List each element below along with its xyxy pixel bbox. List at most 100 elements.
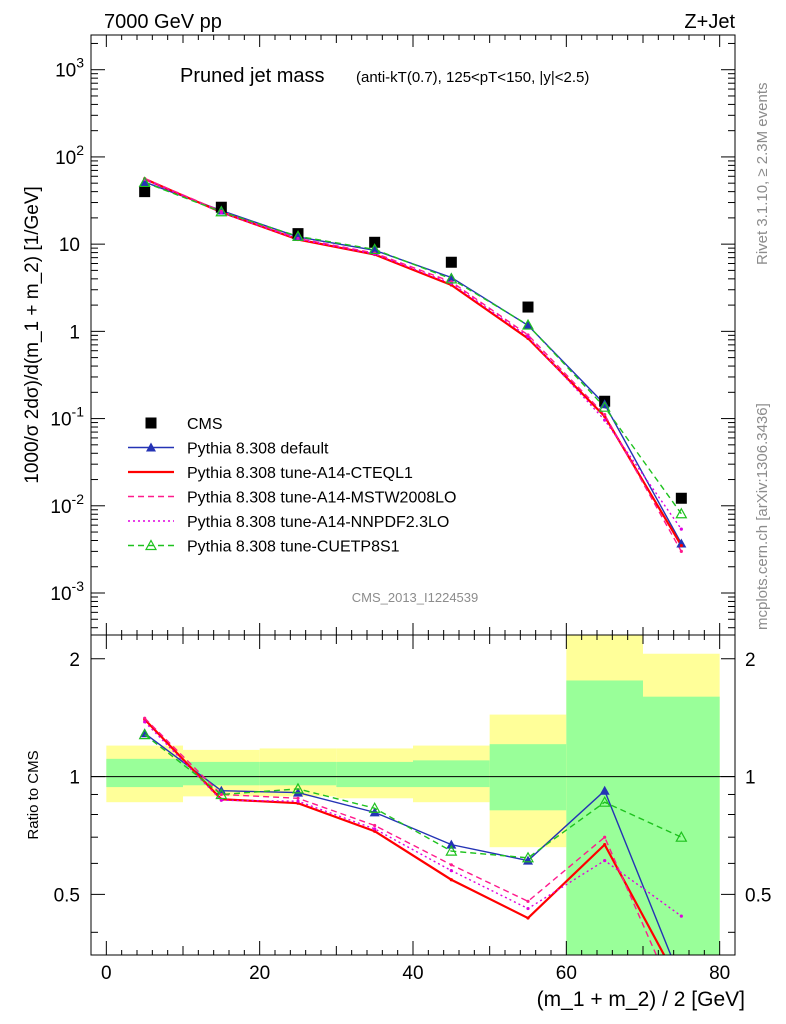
ratio-data-point [526, 899, 530, 903]
ratio-data-point [373, 829, 377, 833]
analysis-watermark: CMS_2013_I1224539 [352, 590, 479, 605]
ratio-data-point [449, 863, 453, 867]
main-axis: 10-3 10-2 10-1 1 10 102 103 [50, 35, 735, 635]
ratio-y-tick-label-right: 1 [745, 768, 756, 789]
legend-marker [145, 417, 157, 429]
ratio-data-point [296, 796, 300, 800]
main-series-line [144, 181, 682, 515]
energy-label: 7000 GeV pp [104, 11, 222, 33]
uncertainty-band-inner [413, 760, 490, 788]
main-data-point [598, 400, 611, 412]
ratio-data-point [143, 716, 147, 720]
main-data-point [522, 301, 534, 313]
ratio-y-tick-label-right: 2 [745, 650, 756, 671]
main-y-axis-label: 1000/σ 2dσ)/d(m_1 + m_2) [1/GeV] [22, 186, 43, 484]
main-series-markers [138, 176, 688, 553]
ratio-series-line [144, 721, 682, 917]
main-data-point [369, 236, 381, 248]
main-series-lines [144, 177, 683, 552]
uncertainty-band-inner [489, 744, 567, 811]
chart-subtitle: (anti-kT(0.7), 125<pT<150, |y|<2.5) [356, 69, 589, 86]
ratio-data-point [143, 720, 147, 724]
ratio-data-point [603, 843, 607, 847]
chart-title: Pruned jet mass [180, 65, 325, 87]
main-data-point [139, 177, 150, 187]
ratio-data-point [296, 799, 300, 803]
ratio-data-point [598, 795, 611, 807]
main-data-point [603, 418, 607, 422]
main-data-point [675, 492, 687, 504]
main-y-tick-label: 10-3 [50, 578, 84, 605]
x-tick-label: 80 [709, 963, 730, 984]
main-y-tick-label: 103 [55, 55, 84, 82]
legend-label: Pythia 8.308 tune-A14-MSTW2008LO [187, 490, 456, 507]
ratio-data-point [675, 830, 688, 842]
ratio-data-point [449, 878, 453, 882]
ratio-y-tick-label-right: 0.5 [745, 885, 771, 906]
legend-label: Pythia 8.308 tune-A14-CTEQL1 [187, 465, 413, 482]
ratio-data-point [526, 916, 530, 920]
ratio-panel: 0 20 40 60 80 0.5 0.5 1 1 2 2 Ratio to CMS (m_1 + … [25, 634, 771, 1011]
main-y-tick-label: 102 [55, 142, 84, 169]
uncertainty-band-inner [643, 696, 720, 955]
main-data-point [291, 230, 305, 241]
main-data-point [679, 527, 683, 531]
main-data-point [675, 507, 688, 519]
main-data-point [679, 549, 683, 553]
legend-marker [144, 539, 158, 551]
x-tick-label: 60 [556, 963, 577, 984]
main-y-tick-label: 10-2 [50, 491, 84, 518]
ratio-series-line [144, 732, 672, 955]
ratio-frame [90, 634, 736, 956]
main-data-point [445, 272, 458, 284]
ratio-data-point [291, 782, 305, 794]
ratio-data-point [219, 792, 223, 797]
ratio-data-point [449, 869, 453, 873]
uncertainty-bands [91, 635, 735, 955]
legend-label: Pythia 8.308 default [187, 441, 329, 458]
ratio-y-tick-label: 0.5 [54, 885, 80, 906]
ratio-y-tick-label: 1 [69, 768, 80, 789]
main-data-point [526, 335, 530, 339]
ratio-data-point [521, 851, 535, 863]
main-data-point [676, 538, 687, 548]
ratio-axis: 0 20 40 60 80 0.5 0.5 1 1 2 2 [54, 635, 771, 984]
main-data-point [219, 210, 223, 215]
ratio-data-point [679, 914, 683, 918]
ratio-data-point [445, 844, 458, 856]
main-y-tick-label: 10-1 [50, 404, 84, 431]
ratio-series-lines [138, 716, 688, 955]
ratio-data-point [138, 728, 151, 740]
process-label: Z+Jet [684, 11, 735, 33]
uncertainty-band-inner [336, 761, 413, 788]
ratio-y-axis-label: Ratio to CMS [25, 750, 42, 839]
legend-label: Pythia 8.308 tune-CUETP8S1 [187, 539, 400, 556]
main-data-point [138, 176, 151, 188]
main-y-tick-label: 1 [69, 322, 80, 343]
ratio-data-point [219, 798, 223, 802]
main-series-line [144, 177, 682, 552]
main-data-point [679, 543, 683, 548]
main-data-point [139, 186, 151, 198]
ratio-data-point [368, 802, 381, 813]
ratio-data-point [599, 785, 610, 795]
ratio-data-point [603, 835, 607, 839]
main-data-point [215, 205, 228, 217]
main-data-point [369, 245, 380, 255]
uncertainty-band-inner [106, 758, 183, 788]
main-panel: 10-3 10-2 10-1 1 10 102 103 Pruned jet mass (a… [22, 34, 736, 636]
legend-marker [146, 442, 156, 452]
ratio-data-point [526, 906, 530, 911]
ratio-data-point [603, 858, 607, 863]
main-data-point [445, 256, 457, 268]
x-axis-label: (m_1 + m_2) / 2 [GeV] [537, 988, 745, 1011]
main-data-point [603, 413, 607, 417]
main-data-point [368, 243, 381, 255]
ratio-data-point [215, 788, 228, 800]
ratio-data-point [373, 827, 377, 831]
ratio-data-point [293, 787, 303, 797]
ratio-series-line [143, 718, 666, 955]
source-label: mcplots.cern.ch [arXiv:1306.3436] [754, 403, 771, 630]
legend-label: CMS [187, 416, 223, 433]
